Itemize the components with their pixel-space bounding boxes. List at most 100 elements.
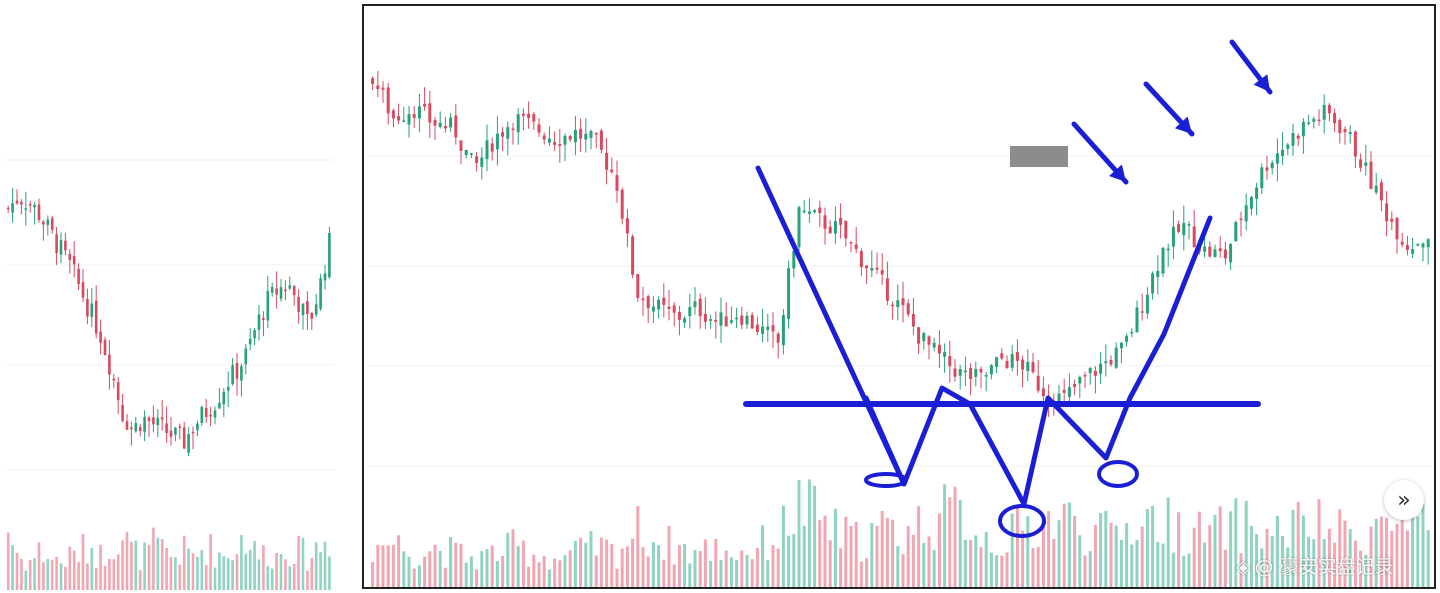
volume-bar (165, 548, 168, 590)
next-button[interactable]: » (1384, 480, 1424, 520)
candle-body (86, 298, 89, 317)
candle-body (1083, 374, 1087, 377)
volume-bar (1234, 498, 1238, 587)
candle-body (693, 301, 697, 308)
volume-bar (833, 508, 837, 587)
candle-body (1281, 149, 1285, 157)
volume-bar (20, 558, 23, 590)
volume-bar (703, 539, 707, 587)
candle-body (646, 296, 650, 309)
candle-body (537, 124, 541, 133)
candle-body (755, 324, 759, 333)
volume-bar (138, 570, 142, 590)
candle-body (766, 326, 770, 330)
candle-body (724, 316, 728, 327)
candle-body (1005, 360, 1009, 368)
volume-bar (68, 546, 72, 590)
candle-body (828, 226, 832, 234)
volume-bar (1223, 549, 1227, 587)
volume-bar (1067, 502, 1071, 587)
volume-bar (55, 556, 58, 590)
volume-bar (677, 545, 681, 587)
volume-bar (475, 569, 479, 587)
volume-bar (485, 548, 489, 587)
volume-bar (532, 554, 536, 587)
candle-body (257, 314, 261, 330)
candle-body (605, 152, 609, 170)
volume-bar (297, 535, 300, 590)
volume-bar (412, 568, 416, 587)
volume-bar (781, 505, 785, 587)
candle-body (558, 144, 562, 146)
candle-body (1301, 121, 1305, 137)
candle-body (1385, 203, 1389, 222)
candle-body (750, 314, 754, 329)
watermark-text: @ 豪安实盘记录 (1254, 556, 1394, 578)
candle-body (1114, 347, 1118, 368)
candle-body (880, 270, 884, 275)
candle-body (657, 299, 661, 310)
volume-bar (469, 556, 473, 587)
volume-bar (130, 541, 133, 590)
candle-body (1307, 122, 1311, 124)
volume-bar (849, 526, 853, 587)
candle-body (248, 338, 252, 345)
candle-body (1140, 311, 1144, 313)
candle-body (787, 268, 791, 320)
candle-body (969, 368, 973, 379)
volume-bar (802, 525, 806, 587)
candle-body (226, 386, 230, 391)
candle-body (698, 298, 702, 317)
volume-bar (1145, 509, 1149, 587)
volume-bar (870, 522, 874, 587)
volume-bar (86, 563, 89, 590)
arrow-head (1253, 74, 1270, 92)
volume-bar (1192, 527, 1196, 587)
candle-body (116, 382, 120, 401)
volume-bar (1125, 523, 1129, 587)
candle-body (147, 417, 151, 422)
candle-body (1239, 218, 1243, 221)
bottom-marker-3 (1097, 460, 1139, 488)
candle-body (1348, 132, 1352, 135)
candle-body (1036, 375, 1040, 391)
volume-bar (103, 565, 107, 590)
candle-body (901, 298, 905, 306)
volume-bar (553, 558, 557, 587)
candle-body (253, 330, 256, 339)
candle-body (178, 426, 182, 428)
candle-body (121, 404, 124, 422)
candle-body (284, 289, 287, 292)
candle-body (15, 200, 19, 204)
volume-bar (818, 520, 822, 587)
volume-bar (433, 544, 437, 587)
candle-body (6, 207, 10, 210)
candle-body (28, 204, 32, 206)
volume-bar (740, 550, 744, 587)
volume-bar (625, 546, 629, 587)
candle-body (683, 318, 687, 323)
candle-body (547, 138, 551, 143)
volume-bar (417, 565, 421, 587)
volume-bar (958, 500, 962, 587)
volume-bar (1322, 539, 1326, 587)
volume-bar (662, 559, 666, 587)
volume-bar (191, 553, 195, 590)
volume-bar (974, 535, 978, 587)
candle-body (511, 128, 515, 131)
candle-body (1057, 393, 1061, 402)
candle-body (792, 250, 796, 269)
candle-body (143, 416, 146, 432)
volume-bar (657, 545, 661, 587)
candle-body (807, 211, 811, 214)
candle-body (266, 291, 270, 321)
volume-bar (1229, 511, 1233, 587)
volume-bar (11, 545, 14, 590)
candle-body (381, 87, 385, 90)
candle-body (1249, 196, 1253, 209)
candle-body (1182, 222, 1186, 236)
candle-body (235, 363, 239, 379)
candle-body (1073, 383, 1077, 387)
candle-body (306, 301, 309, 314)
volume-bar (174, 557, 177, 590)
